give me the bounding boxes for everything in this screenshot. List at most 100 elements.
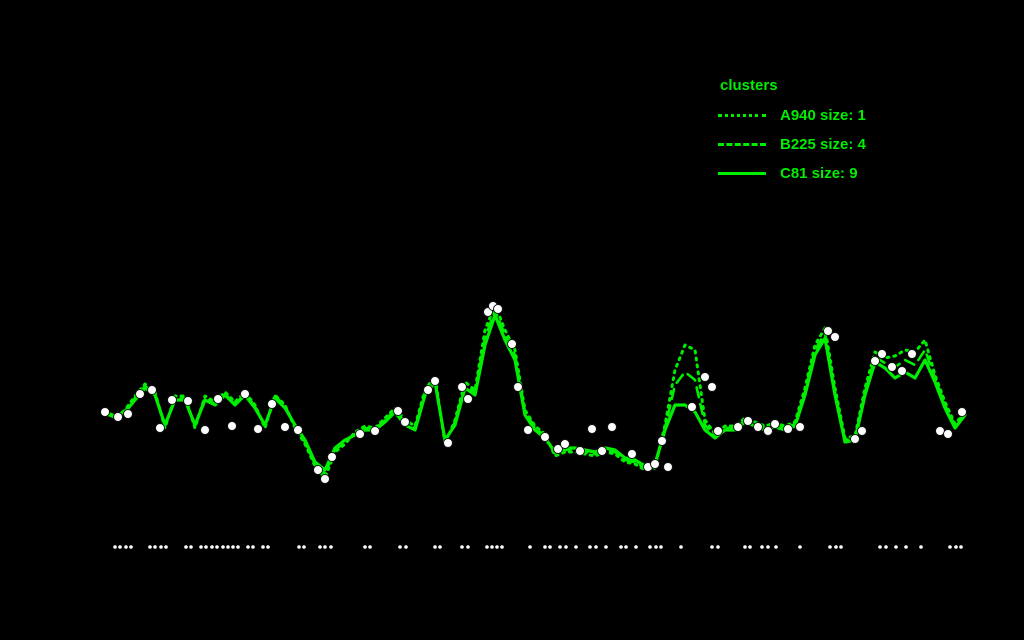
rug-dot [466, 545, 470, 549]
rug-dot [588, 545, 592, 549]
data-point-marker [870, 356, 880, 366]
rug-dot [490, 545, 494, 549]
data-point-marker [240, 389, 250, 399]
rug-dot [215, 545, 219, 549]
data-point-marker [280, 422, 290, 432]
data-point-marker [657, 436, 667, 446]
data-point-marker [743, 416, 753, 426]
chart-legend: clusters A940 size: 1 B225 size: 4 C81 s… [718, 78, 866, 194]
legend-item-label: C81 size: 9 [780, 164, 858, 182]
rug-dot [323, 545, 327, 549]
rug-dot [118, 545, 122, 549]
data-point-marker [463, 394, 473, 404]
data-point-marker [135, 389, 145, 399]
rug-dot [594, 545, 598, 549]
rug-dot [774, 545, 778, 549]
data-point-marker [507, 339, 517, 349]
data-point-marker [423, 385, 433, 395]
rug-dot [433, 545, 437, 549]
rug-dot [748, 545, 752, 549]
data-point-marker [200, 425, 210, 435]
data-point-marker [850, 434, 860, 444]
rug-dot [834, 545, 838, 549]
data-point-marker [770, 419, 780, 429]
data-point-marker [650, 459, 660, 469]
data-point-marker [513, 382, 523, 392]
data-point-marker [167, 395, 177, 405]
legend-item-label: B225 size: 4 [780, 135, 866, 153]
rug-dot [302, 545, 306, 549]
rug-dot [828, 545, 832, 549]
rug-dot [199, 545, 203, 549]
rug-dot [231, 545, 235, 549]
data-point-marker [663, 462, 673, 472]
data-point-marker [687, 402, 697, 412]
data-point-marker [493, 304, 503, 314]
rug-dot [634, 545, 638, 549]
series-line-dotted [103, 303, 967, 480]
rug-dot [363, 545, 367, 549]
rug-dot [604, 545, 608, 549]
legend-item-label: A940 size: 1 [780, 106, 866, 124]
rug-dot [884, 545, 888, 549]
rug-dot [164, 545, 168, 549]
rug-dot [246, 545, 250, 549]
data-point-marker [707, 382, 717, 392]
rug-dot [438, 545, 442, 549]
rug-dot [743, 545, 747, 549]
legend-item-a940: A940 size: 1 [718, 107, 866, 123]
data-point-marker [795, 422, 805, 432]
series-line-solid [103, 313, 967, 472]
data-point-marker [320, 474, 330, 484]
rug-dot [159, 545, 163, 549]
rug-dot [904, 545, 908, 549]
rug-dot [460, 545, 464, 549]
dashed-line-sample-icon [718, 142, 766, 146]
rug-dot [189, 545, 193, 549]
rug-dot [266, 545, 270, 549]
rug-dot [251, 545, 255, 549]
rug-dot [398, 545, 402, 549]
rug-dot [124, 545, 128, 549]
rug-dot [528, 545, 532, 549]
data-point-marker [540, 432, 550, 442]
rug-dot [500, 545, 504, 549]
data-point-marker [355, 429, 365, 439]
data-point-marker [370, 426, 380, 436]
rug-dot [329, 545, 333, 549]
rug-dot [184, 545, 188, 549]
data-point-marker [457, 382, 467, 392]
data-point-marker [575, 446, 585, 456]
rug-dot [648, 545, 652, 549]
rug-dot [564, 545, 568, 549]
rug-dot [654, 545, 658, 549]
data-point-marker [560, 439, 570, 449]
data-point-marker [823, 326, 833, 336]
rug-dot [954, 545, 958, 549]
data-point-marker [627, 449, 637, 459]
rug-dot [543, 545, 547, 549]
data-point-marker [100, 407, 110, 417]
data-point-marker [443, 438, 453, 448]
data-point-marker [267, 399, 277, 409]
data-point-marker [597, 446, 607, 456]
legend-item-c81: C81 size: 9 [718, 165, 866, 181]
rug-dot [760, 545, 764, 549]
data-point-marker [783, 424, 793, 434]
rug-dot [878, 545, 882, 549]
rug-dot [839, 545, 843, 549]
data-point-marker [113, 412, 123, 422]
data-point-marker [700, 372, 710, 382]
rug-dot [710, 545, 714, 549]
rug-dot [894, 545, 898, 549]
data-point-marker [607, 422, 617, 432]
data-point-marker [293, 425, 303, 435]
rug-dot [204, 545, 208, 549]
rug-dot [679, 545, 683, 549]
data-point-marker [957, 407, 967, 417]
rug-dot [404, 545, 408, 549]
data-point-marker [253, 424, 263, 434]
solid-line-sample-icon [718, 171, 766, 175]
